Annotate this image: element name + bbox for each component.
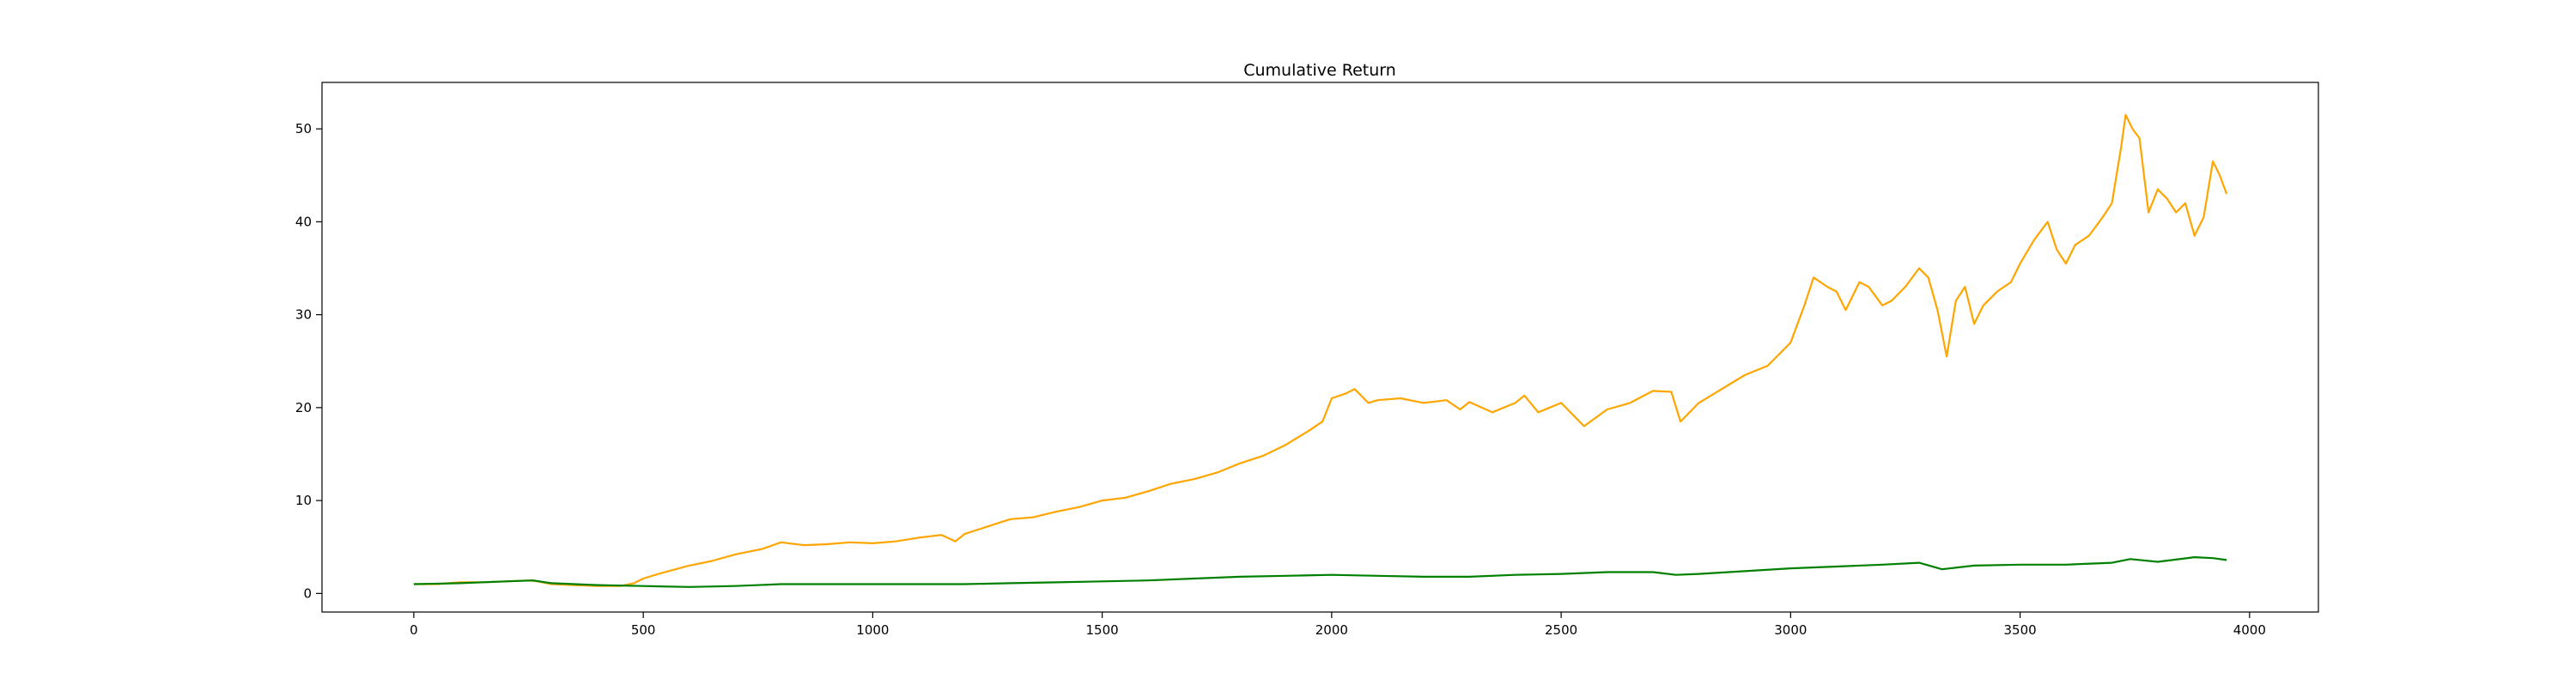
y-tick-label: 30	[295, 307, 312, 323]
x-tick-label: 1000	[856, 622, 889, 638]
y-axis: 0 10 20 30 40 50	[295, 121, 322, 601]
x-tick-label: 2000	[1315, 622, 1348, 638]
y-tick-label: 20	[295, 400, 312, 415]
x-tick-label: 4000	[2233, 622, 2266, 638]
y-tick-label: 40	[295, 214, 312, 229]
y-tick-label: 50	[295, 121, 312, 136]
x-tick-label: 1500	[1086, 622, 1119, 638]
x-tick-label: 0	[410, 622, 418, 638]
x-tick-label: 3500	[2003, 622, 2036, 638]
x-tick-label: 3000	[1774, 622, 1807, 638]
y-tick-label: 10	[295, 493, 312, 508]
x-axis: 0 500 1000 1500 2000 2500 3000 3500 4000	[410, 612, 2266, 638]
y-tick-label: 0	[303, 585, 312, 601]
plot-frame	[321, 82, 2319, 613]
x-tick-label: 2500	[1545, 622, 1577, 638]
chart-title: Cumulative Return	[1243, 61, 1396, 80]
series-line-1	[413, 113, 2228, 587]
series-line-2	[413, 555, 2227, 588]
x-tick-label: 500	[631, 622, 656, 638]
series-layer	[413, 113, 2228, 588]
